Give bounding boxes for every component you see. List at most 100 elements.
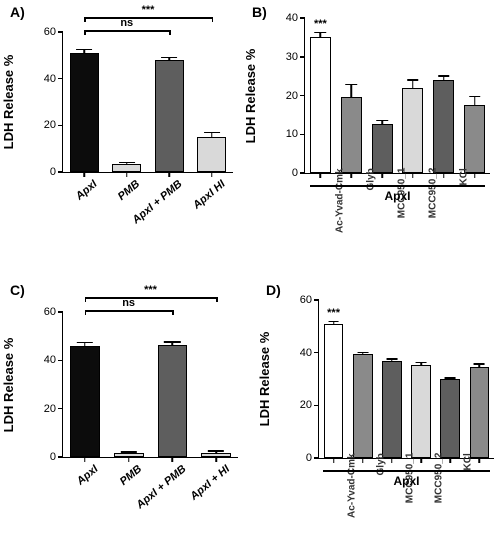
- error-cap: [208, 450, 224, 452]
- bar: Glyb: [372, 124, 393, 173]
- error-bar: [351, 84, 353, 98]
- x-tick: [474, 173, 476, 178]
- bar-internal-label: KCl: [458, 168, 469, 185]
- y-tick: 40: [44, 354, 63, 366]
- bar: [197, 137, 226, 172]
- bar-internal-label: MCC950_2: [427, 168, 438, 219]
- sig-bracket-tick: [85, 297, 87, 302]
- bar-internal-label: Glyb: [366, 168, 377, 190]
- x-label: PMB: [118, 463, 144, 488]
- sig-bracket-tick: [84, 30, 86, 35]
- sig-bracket: [84, 30, 169, 32]
- error-cap: [357, 352, 368, 354]
- x-tick: [84, 457, 86, 462]
- bar: [310, 37, 331, 173]
- x-label: PMB: [116, 178, 142, 203]
- x-tick: [381, 173, 383, 178]
- group-bracket: [310, 185, 486, 187]
- error-cap: [164, 341, 180, 343]
- y-tick: 0: [292, 167, 305, 179]
- bar: Glyb: [382, 361, 402, 458]
- x-tick: [450, 458, 452, 463]
- panel-c: C) LDH Release % 0204060ApxIPMBApxI + PM…: [0, 282, 250, 543]
- y-tick: 40: [300, 347, 319, 359]
- bar: MCC950_1: [411, 365, 431, 458]
- x-tick: [128, 457, 130, 462]
- group-bracket: [323, 470, 489, 472]
- y-tick: 20: [44, 119, 63, 131]
- error-cap: [386, 358, 397, 360]
- panel-a-ylabel: LDH Release %: [1, 55, 16, 150]
- x-tick: [126, 172, 128, 177]
- sig-bracket: [85, 310, 173, 312]
- error-cap: [120, 451, 136, 453]
- bar: MCC950_2: [433, 80, 454, 173]
- bar: [70, 53, 99, 172]
- panel-a-chart: 0204060ApxIPMBApxI + PMBApxI HIns***: [62, 32, 233, 173]
- y-tick: 20: [44, 403, 63, 415]
- sig-label: ***: [142, 4, 155, 16]
- error-cap: [438, 75, 450, 77]
- bar: [70, 346, 100, 457]
- panel-b: B) LDH Release % 010203040Ac-Yvad-CmkGly…: [248, 0, 500, 270]
- bar: KCl: [464, 105, 485, 173]
- x-label: ApxI: [74, 178, 100, 203]
- y-tick: 10: [286, 128, 305, 140]
- bar-internal-label: Glyb: [375, 453, 386, 475]
- bar: Ac-Yvad-Cmk: [353, 354, 373, 458]
- y-tick: 60: [44, 306, 63, 318]
- panel-c-chart: 0204060ApxIPMBApxI + PMBApxI + HIns***: [62, 312, 238, 458]
- x-tick: [391, 458, 393, 463]
- sig-bracket-tick: [85, 310, 87, 315]
- bar: [112, 164, 141, 172]
- y-tick: 20: [300, 399, 319, 411]
- panel-c-label: C): [10, 282, 25, 298]
- y-tick: 40: [286, 12, 305, 24]
- x-tick: [333, 458, 335, 463]
- sig-label: ns: [122, 297, 135, 309]
- error-cap: [161, 57, 177, 59]
- bar: Ac-Yvad-Cmk: [341, 97, 362, 173]
- sig-label: ns: [120, 17, 133, 29]
- bar-internal-label: KCl: [463, 453, 474, 470]
- panel-b-chart: 010203040Ac-Yvad-CmkGlybMCC950_1MCC950_2…: [304, 18, 490, 174]
- bar: KCl: [470, 367, 490, 458]
- sig-bracket-tick: [84, 17, 86, 22]
- sig-stars: ***: [327, 307, 340, 319]
- sig-bracket-tick: [172, 310, 174, 315]
- panel-a-label: A): [10, 4, 25, 20]
- x-tick: [351, 173, 353, 178]
- error-cap: [345, 84, 357, 86]
- x-label: ApxI HI: [191, 178, 228, 212]
- error-cap: [76, 49, 92, 51]
- group-label: ApxI: [384, 189, 410, 203]
- bar: [324, 324, 344, 458]
- y-tick: 40: [44, 73, 63, 85]
- bar: [155, 60, 184, 172]
- panel-a: A) LDH Release % 0204060ApxIPMBApxI + PM…: [0, 0, 250, 270]
- x-tick: [362, 458, 364, 463]
- error-cap: [328, 321, 339, 323]
- error-cap: [119, 162, 135, 164]
- error-cap: [469, 96, 481, 98]
- error-cap: [445, 377, 456, 379]
- panel-d-label: D): [266, 282, 281, 298]
- sig-bracket-tick: [216, 297, 218, 302]
- y-tick: 20: [286, 90, 305, 102]
- x-tick: [211, 172, 213, 177]
- sig-bracket: [85, 297, 216, 299]
- sig-bracket-tick: [212, 17, 214, 22]
- x-tick: [443, 173, 445, 178]
- error-cap: [474, 363, 485, 365]
- x-label: ApxI + HI: [188, 463, 232, 503]
- sig-stars: ***: [314, 18, 327, 30]
- x-tick: [412, 173, 414, 178]
- x-tick: [320, 173, 322, 178]
- bar-internal-label: MCC950_2: [434, 453, 445, 504]
- y-tick: 0: [50, 166, 63, 178]
- panel-b-label: B): [252, 4, 267, 20]
- panel-b-ylabel: LDH Release %: [243, 48, 258, 143]
- bar: MCC950_1: [402, 88, 423, 173]
- y-tick: 30: [286, 51, 305, 63]
- panel-d-chart: 0204060Ac-Yvad-CmkGlybMCC950_1MCC950_2KC…: [318, 300, 494, 459]
